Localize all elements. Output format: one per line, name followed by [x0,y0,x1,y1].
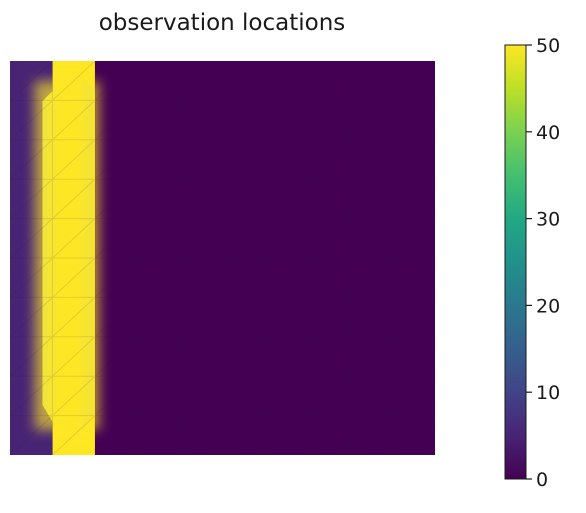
colorbar-tick-label: 30 [536,209,560,231]
colorbar-ticks: 0 10 20 30 40 50 [526,35,560,491]
heatmap-mesh [10,61,435,455]
heatmap-column [137,61,181,455]
heatmap-plot [10,61,435,455]
colorbar-gradient [504,44,527,480]
heatmap-column [222,61,266,455]
chart-title: observation locations [99,10,346,36]
heatmap-column [95,61,138,455]
heatmap-column [350,61,393,455]
colorbar-tick-label: 0 [536,469,548,491]
colorbar-tick-label: 20 [536,295,560,317]
colorbar: 0 10 20 30 40 50 [504,35,560,491]
colorbar-tick-label: 40 [536,122,560,144]
colorbar-tick-label: 10 [536,382,560,404]
heatmap-column [392,61,435,455]
heatmap-column [265,61,308,455]
heatmap-column [307,61,351,455]
observation-band [42,75,93,431]
colorbar-tick-label: 50 [536,35,560,57]
heatmap-column [180,61,223,455]
